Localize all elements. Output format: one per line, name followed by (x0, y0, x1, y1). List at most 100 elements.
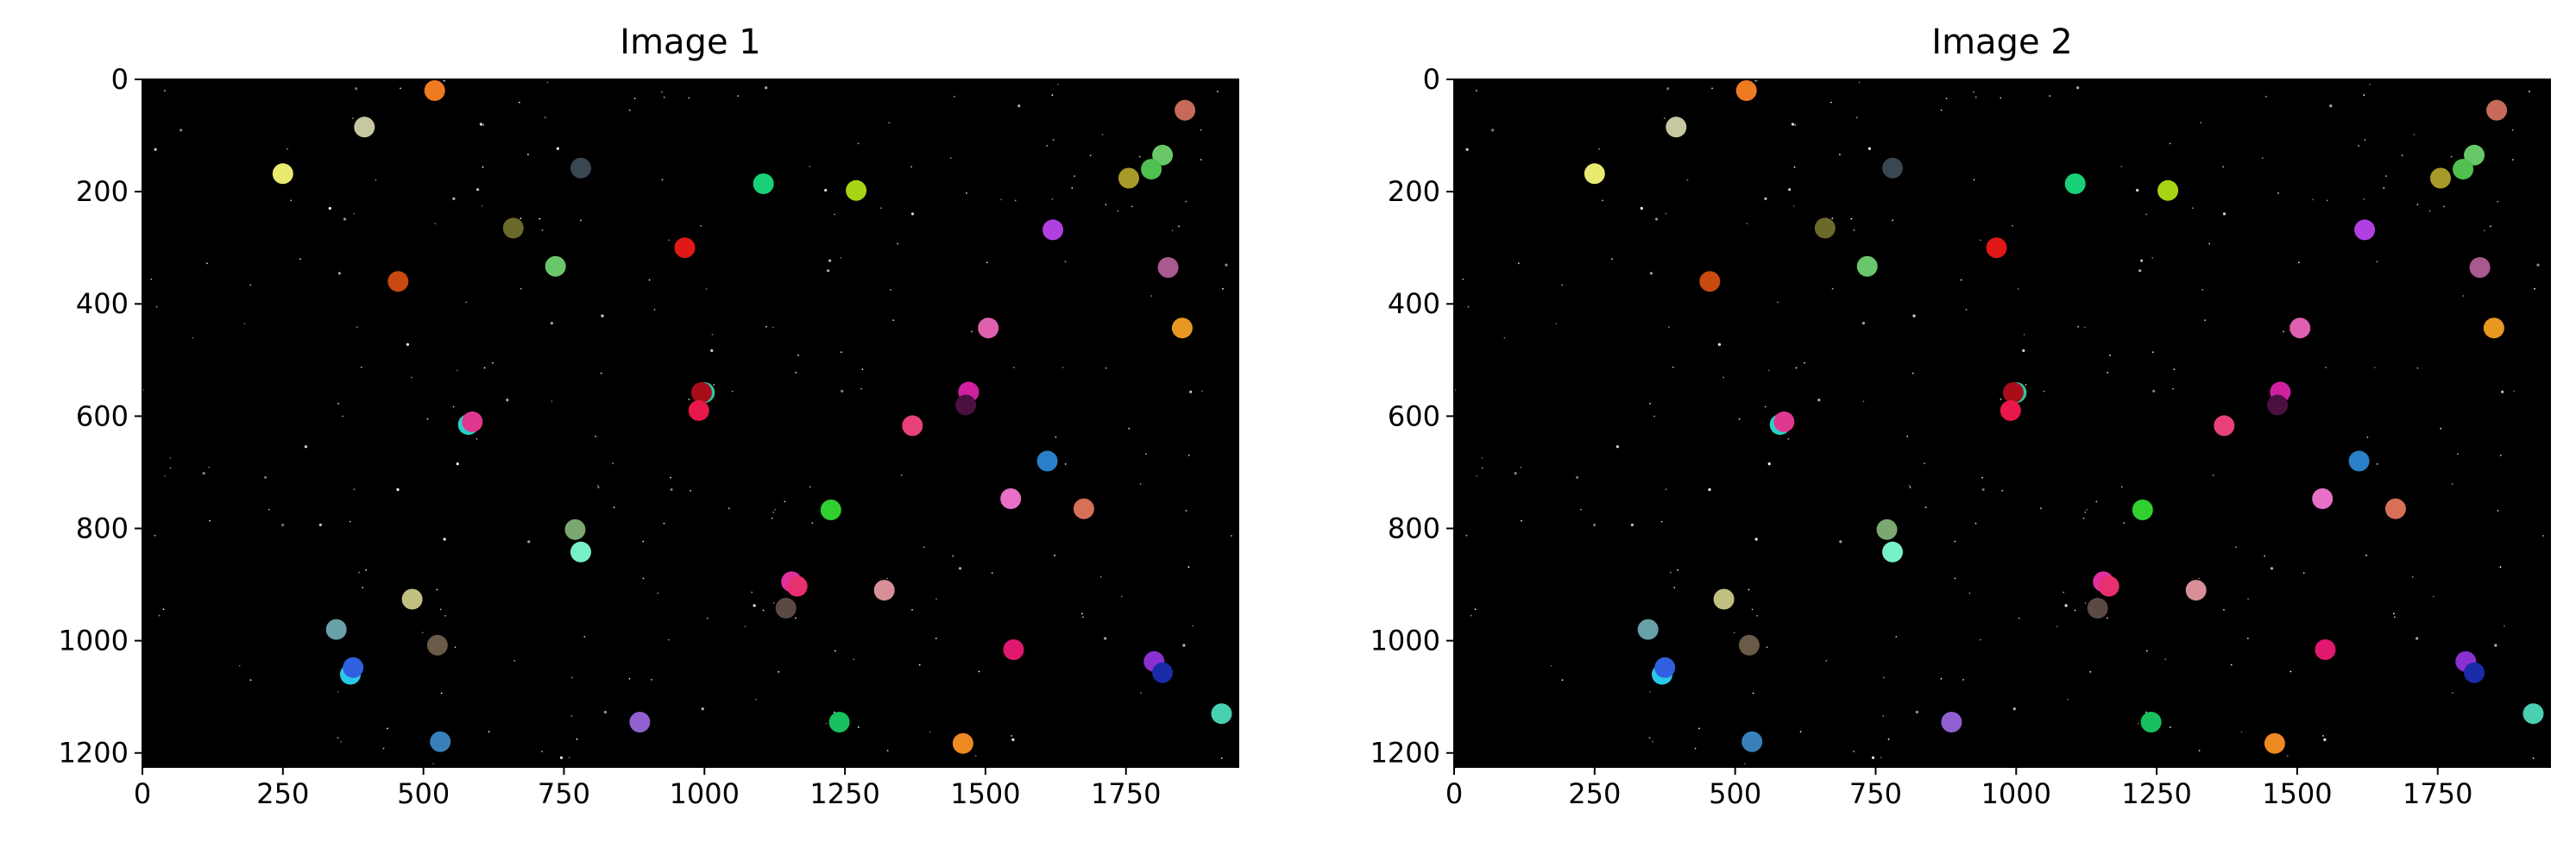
scatter-point (688, 399, 709, 421)
x-tick-label: 1250 (809, 777, 879, 810)
scatter-point (2354, 219, 2376, 241)
x-tick-label: 1000 (670, 777, 740, 810)
scatter-point (2098, 575, 2119, 597)
scatter-point (343, 657, 364, 678)
y-tick-label: 1000 (1370, 625, 1440, 657)
scatter-point (786, 575, 808, 597)
x-tick-label: 500 (397, 777, 450, 810)
scatter-point (545, 255, 566, 277)
scatter-point (2140, 712, 2162, 732)
scatter-point (1003, 639, 1024, 660)
scatter-point (1986, 237, 2007, 259)
y-tick-label: 0 (1423, 63, 1440, 96)
scatter-point (2348, 450, 2370, 472)
y-tick-label: 800 (76, 512, 129, 544)
starfield (141, 79, 1239, 764)
x-tick-label: 750 (1849, 777, 1902, 810)
scatter-point (2464, 662, 2485, 683)
subplot-title: Image 1 (620, 22, 760, 62)
plot-area (142, 79, 1238, 767)
scatter-point (1699, 271, 1721, 292)
scatter-point (1941, 712, 1962, 732)
scatter-point (674, 237, 696, 259)
x-tick-label: 0 (134, 777, 151, 810)
scatter-point (873, 580, 895, 601)
scatter-point (462, 411, 483, 432)
scatter-point (1118, 167, 1139, 189)
scatter-point (2486, 99, 2508, 121)
scatter-point (2464, 144, 2485, 166)
scatter-point (1141, 159, 1162, 180)
scatter-point (1171, 317, 1193, 339)
x-tick-label: 1750 (1091, 777, 1161, 810)
y-tick-label: 200 (1388, 175, 1440, 208)
x-tick-label: 1500 (950, 777, 1020, 810)
scatter-point (2384, 498, 2406, 519)
scatter-point (1073, 498, 1094, 519)
y-tick-label: 1000 (59, 625, 129, 657)
scatter-point (902, 415, 923, 437)
plot-area (1454, 79, 2550, 767)
scatter-point (502, 217, 524, 239)
scatter-point (1152, 144, 1174, 166)
scatter-point (691, 382, 712, 403)
scatter-point (2430, 167, 2451, 189)
subplot-image-2: Image 2 0 250 500 750 1000 1250 1500 1750 0 200 40… (1370, 22, 2551, 810)
scatter-point (2132, 500, 2153, 520)
y-tick-label: 400 (76, 287, 129, 320)
scatter-point (978, 317, 999, 339)
scatter-point (2469, 257, 2491, 278)
scatter-point (1856, 255, 1878, 277)
scatter-point (955, 394, 977, 416)
scatter-point (1584, 163, 1605, 185)
scatter-point (1814, 217, 1836, 239)
axes-frame (142, 79, 1239, 768)
scatter-point (1735, 80, 1757, 101)
scatter-point (2064, 173, 2086, 194)
scatter-point (2003, 382, 2024, 403)
scatter-point (2312, 488, 2334, 509)
scatter-points (1584, 80, 2544, 754)
scatter-point (753, 173, 774, 194)
scatter-point (2087, 597, 2108, 619)
scatter-point (1666, 116, 1687, 138)
scatter-points (272, 80, 1232, 754)
scatter-point (354, 116, 375, 138)
scatter-point (401, 588, 423, 610)
y-tick-label: 1200 (1370, 737, 1440, 770)
scatter-point (952, 732, 973, 754)
scatter-point (2000, 399, 2021, 421)
x-tick-label: 1500 (2262, 777, 2332, 810)
subplot-title: Image 2 (1931, 22, 2072, 62)
scatter-point (1175, 99, 1196, 121)
y-tick-label: 600 (1388, 399, 1440, 432)
scatter-point (2522, 703, 2544, 725)
scatter-point (2453, 159, 2474, 180)
scatter-point (1637, 619, 1659, 640)
scatter-point (2157, 179, 2179, 201)
x-tick-label: 500 (1709, 777, 1761, 810)
scatter-point (1713, 588, 1735, 610)
scatter-point (1654, 657, 1676, 678)
scatter-point (2267, 394, 2289, 416)
scatter-point (272, 163, 293, 185)
scatter-point (1882, 541, 1903, 563)
scatter-point (1157, 257, 1179, 278)
scatter-point (570, 541, 591, 563)
scatter-point (2264, 732, 2285, 754)
scatter-point (820, 500, 841, 520)
scatter-point (2185, 580, 2207, 601)
scatter-point (1152, 662, 1174, 683)
y-tick-label: 800 (1388, 512, 1440, 544)
x-tick-label: 250 (256, 777, 309, 810)
scatter-point (1773, 411, 1795, 432)
scatter-point (1876, 519, 1898, 540)
scatter-point (828, 712, 850, 732)
scatter-point (1211, 703, 1232, 725)
scatter-point (846, 179, 867, 201)
y-tick-label: 600 (76, 399, 129, 432)
scatter-point (1738, 634, 1760, 656)
x-tick-label: 750 (538, 777, 590, 810)
scatter-point (775, 597, 797, 619)
